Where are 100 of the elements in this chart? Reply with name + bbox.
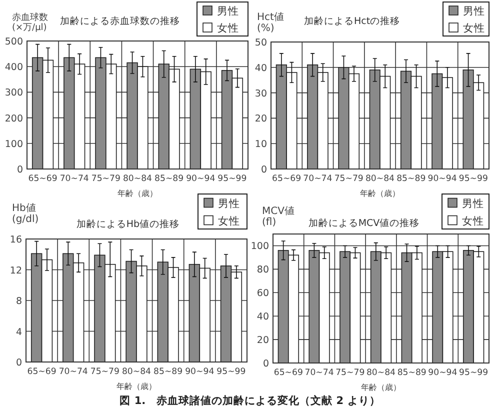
x-tick-label: 70~74 — [58, 367, 88, 377]
bar — [232, 78, 244, 170]
y-tick-label: 0 — [260, 164, 267, 176]
x-axis-title: 年齢（歳） — [361, 383, 401, 392]
chart-title: 加齢によるMCV値の推移 — [308, 217, 420, 229]
bar — [220, 266, 232, 362]
y-axis-title: 赤血球数 (×万/μl) — [12, 12, 48, 33]
x-tick-label: 65~69 — [274, 368, 303, 378]
y-tick-label: 40 — [256, 312, 269, 323]
y-tick-label: 4 — [16, 326, 22, 338]
y-axis-title: MCV値 (fl) — [262, 205, 294, 228]
caption: 図 1. 赤血球諸値の加齢による変化（文献 2 より） — [120, 394, 380, 407]
x-tick-label: 75~79 — [334, 174, 364, 184]
chart-title: 加齢によるHctの推移 — [304, 15, 400, 27]
x-tick-label: 70~74 — [303, 174, 332, 184]
y-axis-title: Hct値 (%) — [257, 11, 284, 34]
y-tick-label: 50 — [254, 38, 267, 48]
bar — [62, 253, 74, 362]
bar — [380, 76, 391, 170]
x-tick-label: 70~74 — [304, 368, 334, 378]
x-tick-label: 95~99 — [216, 367, 246, 377]
x-tick-label: 95~99 — [459, 368, 488, 378]
bar — [168, 68, 180, 170]
bar — [32, 57, 44, 170]
bar — [442, 77, 453, 170]
x-tick-label: 80~84 — [365, 174, 395, 184]
x-axis-title: 年齢（歳） — [118, 189, 158, 198]
bar — [168, 267, 179, 362]
bar — [338, 67, 350, 170]
legend-label: 男性 — [462, 198, 484, 210]
y-tick-label: 500 — [4, 36, 23, 48]
y-tick-label: 40 — [254, 62, 267, 74]
legend-label: 男性 — [218, 198, 240, 210]
bar — [286, 72, 298, 170]
x-tick-label: 85~89 — [154, 367, 183, 377]
bar — [199, 268, 210, 362]
bar — [106, 64, 117, 170]
y-tick-label: 0 — [16, 164, 23, 176]
x-tick-label: 75~79 — [90, 367, 120, 377]
bar — [307, 64, 318, 170]
legend-label: 女性 — [217, 22, 239, 34]
x-tick-label: 90~94 — [186, 174, 216, 184]
bar — [126, 62, 138, 170]
x-tick-label: 85~89 — [397, 368, 426, 378]
bar — [64, 57, 75, 170]
x-tick-label: 90~94 — [428, 174, 457, 184]
x-tick-label: 65~69 — [28, 174, 58, 184]
y-tick-label: 8 — [16, 296, 22, 307]
y-tick-label: 80 — [256, 264, 269, 276]
legend-label: 男性 — [463, 6, 485, 18]
bar — [95, 57, 106, 170]
bar — [30, 253, 42, 362]
y-tick-label: 100 — [4, 138, 23, 150]
bar — [200, 71, 212, 170]
y-tick-label: 12 — [10, 265, 22, 276]
x-tick-label: 90~94 — [428, 368, 458, 378]
y-tick-label: 300 — [4, 88, 23, 99]
x-tick-label: 75~79 — [91, 174, 120, 184]
bar — [432, 73, 443, 170]
bar — [462, 70, 474, 170]
bar — [42, 60, 54, 170]
legend-label: 男性 — [217, 6, 239, 18]
y-axis-title: Hb値 (g/dl) — [12, 202, 39, 225]
x-tick-label: 80~84 — [366, 368, 396, 378]
legend-label: 女性 — [218, 215, 240, 228]
y-tick-label: 20 — [256, 335, 269, 346]
y-tick-label: 30 — [254, 88, 267, 100]
x-tick-label: 85~89 — [396, 174, 426, 184]
bar — [104, 264, 116, 362]
chart-title: 加齢による赤血球数の推移 — [60, 15, 180, 27]
bar — [74, 64, 86, 170]
y-tick-label: 200 — [4, 113, 23, 124]
y-tick-label: 16 — [10, 234, 22, 246]
bar — [136, 266, 148, 362]
y-tick-label: 60 — [256, 288, 269, 300]
legend-label: 女性 — [462, 215, 484, 228]
bar — [137, 66, 148, 170]
x-tick-label: 80~84 — [122, 367, 152, 377]
bar — [221, 70, 233, 170]
x-tick-label: 75~79 — [336, 368, 365, 378]
x-axis-title: 年齢（歳） — [360, 189, 400, 198]
y-tick-label: 0 — [16, 358, 22, 368]
x-tick-label: 95~99 — [458, 174, 488, 184]
x-tick-label: 80~84 — [122, 174, 152, 184]
bar — [41, 259, 53, 362]
bar — [410, 76, 422, 170]
x-axis-title: 年齢（歳） — [116, 382, 156, 391]
bar — [94, 254, 106, 362]
x-tick-label: 95~99 — [218, 174, 247, 184]
x-tick-label: 90~94 — [185, 367, 214, 377]
x-tick-label: 65~69 — [27, 367, 56, 377]
y-tick-label: 100 — [250, 241, 269, 252]
bar — [473, 82, 484, 170]
y-tick-label: 20 — [254, 114, 267, 125]
y-tick-label: 400 — [4, 62, 23, 74]
bar — [348, 73, 360, 170]
bar — [230, 272, 242, 362]
bar — [72, 262, 84, 362]
x-tick-label: 70~74 — [60, 174, 89, 184]
chart-title: 加齢によるHb値の推移 — [76, 218, 180, 230]
